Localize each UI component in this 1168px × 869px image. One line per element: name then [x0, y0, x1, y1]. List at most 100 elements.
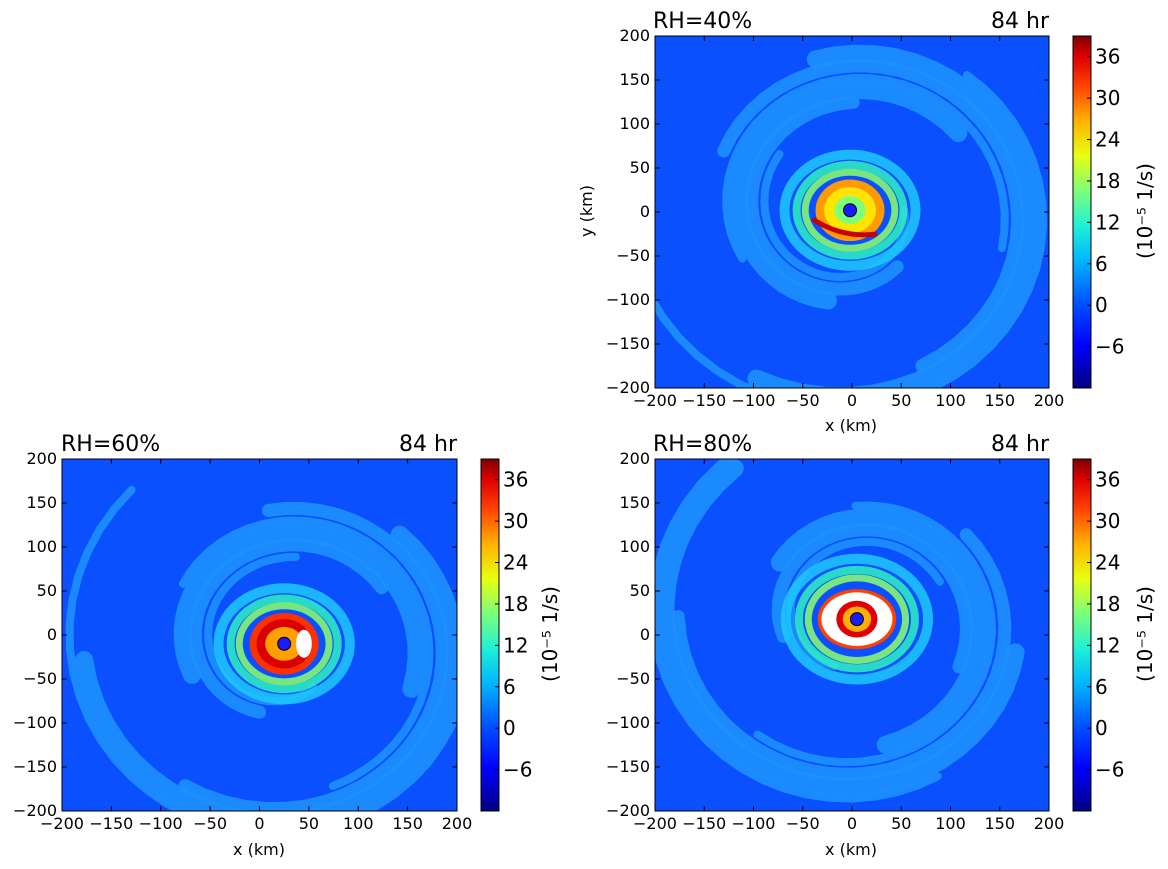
y-tick-label: −150 [13, 757, 57, 776]
x-tick-label: 100 [935, 391, 966, 410]
y-tick-label: 100 [619, 537, 650, 556]
x-tick-label: −50 [193, 814, 227, 833]
x-tick-label: −50 [786, 814, 820, 833]
y-tick-label: −100 [13, 713, 57, 732]
colorbar-label: (10⁻⁵ 1/s) [538, 586, 562, 682]
x-tick-label: 0 [254, 814, 264, 833]
y-tick-label: −50 [616, 669, 650, 688]
y-tick-label: −200 [606, 378, 650, 397]
colorbar-gradient [480, 458, 500, 812]
colorbar-tick-label: 24 [503, 551, 528, 575]
x-tick-label: −100 [139, 814, 183, 833]
rainband [771, 523, 974, 674]
y-tick-label: 150 [619, 70, 650, 89]
x-axis-label: x (km) [825, 840, 877, 859]
rainband [655, 459, 942, 803]
colorbar-label: (10⁻⁵ 1/s) [1133, 163, 1157, 259]
x-tick-label: 200 [1034, 814, 1065, 833]
rainband [188, 538, 389, 719]
x-tick-label: −150 [682, 391, 726, 410]
colorbar: 36 30 24 18 12 6 0 −6 [480, 458, 532, 812]
y-tick-label: 100 [619, 114, 650, 133]
vorticity-field [655, 36, 1049, 388]
x-tick-label: 150 [392, 814, 423, 833]
y-tick-label: −50 [23, 669, 57, 688]
colorbar-tick-label: 0 [503, 716, 516, 740]
x-tick-label: −200 [633, 814, 677, 833]
rainband [770, 508, 989, 754]
axis-ticks: −200 −150 −100 −50 0 50 100 150 200 200 150 100 50 0 −… [606, 449, 1064, 833]
y-tick-label: −150 [606, 334, 650, 353]
x-tick-label: −100 [732, 391, 776, 410]
colorbar-tick-label: 30 [1095, 86, 1120, 110]
colorbar-tick-label: 0 [1095, 293, 1108, 317]
rainband [173, 523, 426, 698]
x-tick-label: 0 [847, 814, 857, 833]
storm-center-marker [849, 612, 864, 627]
colorbar-tick-label: −6 [1095, 758, 1124, 782]
colorbar-tick-label: 30 [1095, 509, 1120, 533]
colorbar-tick-label: 12 [1095, 633, 1120, 657]
y-tick-label: 200 [619, 449, 650, 468]
vorticity-ring [804, 574, 910, 664]
vorticity-field [655, 459, 1049, 811]
panel-title-left: RH=60% [61, 432, 160, 457]
vorticity-ring [792, 160, 908, 260]
colorbar: 36 30 24 18 12 6 0 −6 [1072, 35, 1124, 389]
x-tick-label: 50 [891, 814, 911, 833]
axis-ticks: −200 −150 −100 −50 0 50 100 150 200 200 150 100 50 0 −… [606, 26, 1064, 410]
panel-title-left: RH=80% [653, 432, 752, 457]
colorbar-tick-label: 18 [1095, 169, 1120, 193]
colorbar-tick-label: 6 [1095, 675, 1108, 699]
colorbar-label: (10⁻⁵ 1/s) [1133, 586, 1157, 682]
x-tick-label: −150 [89, 814, 133, 833]
eyewall-max [811, 216, 877, 238]
rainband [178, 502, 449, 811]
vorticity-ring [780, 553, 934, 685]
y-tick-label: 50 [630, 158, 650, 177]
colorbar-tick-label: 18 [1095, 592, 1120, 616]
y-tick-label: 50 [630, 581, 650, 600]
rainband [745, 95, 904, 296]
vorticity-ring [779, 149, 921, 271]
panel-rh60: RH=60% 84 hr −200 −150 −100 −50 0 50 100 150 200… [13, 432, 562, 859]
colorbar: 36 30 24 18 12 6 0 −6 [1072, 458, 1124, 812]
colorbar-tick-label: 24 [1095, 128, 1120, 152]
x-tick-label: −150 [682, 814, 726, 833]
axis-ticks: −200 −150 −100 −50 0 50 100 150 200 200 150 100 50 0 −… [13, 449, 472, 833]
x-tick-label: −100 [732, 814, 776, 833]
x-tick-label: 50 [891, 391, 911, 410]
x-axis-label: x (km) [233, 840, 285, 859]
vorticity-ring [226, 594, 342, 694]
y-tick-label: −150 [606, 757, 650, 776]
y-tick-label: 150 [619, 493, 650, 512]
rainband [65, 485, 457, 811]
colorbar-tick-label: 36 [1095, 45, 1120, 69]
colorbar-tick-label: 6 [1095, 252, 1108, 276]
colorbar-tick-label: 36 [1095, 468, 1120, 492]
x-tick-label: 200 [1034, 391, 1065, 410]
vorticity-field [62, 459, 457, 811]
rainband [75, 525, 457, 811]
y-tick-label: 0 [640, 202, 650, 221]
plot-area [61, 458, 458, 812]
storm-center-marker [277, 636, 292, 651]
rainband [655, 71, 1048, 388]
colorbar-tick-label: 12 [1095, 210, 1120, 234]
panel-title-right: 84 hr [399, 432, 458, 457]
rainband [178, 516, 434, 790]
y-tick-label: 150 [26, 493, 57, 512]
y-axis-label: y (km) [577, 185, 596, 237]
y-tick-label: 0 [640, 625, 650, 644]
colorbar-tick-label: −6 [1095, 335, 1124, 359]
x-tick-label: 0 [847, 391, 857, 410]
colorbar-gradient [1072, 35, 1092, 389]
x-tick-label: 200 [442, 814, 473, 833]
panel-title-left: RH=40% [653, 9, 752, 34]
rainband [729, 80, 968, 310]
y-tick-label: −200 [13, 801, 57, 820]
rainband [671, 528, 1012, 781]
plot-area [654, 458, 1050, 812]
rainband [656, 459, 1025, 796]
